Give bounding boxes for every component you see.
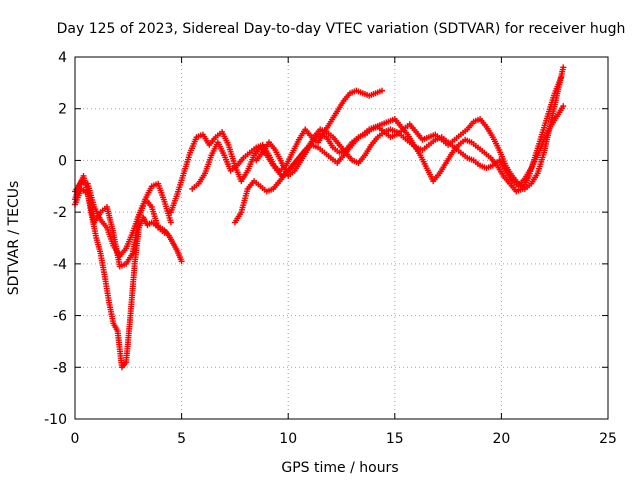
- y-tick-label: -4: [53, 257, 67, 273]
- data-point: [379, 87, 386, 94]
- x-tick-label: 15: [386, 431, 404, 447]
- y-tick-label: -2: [53, 205, 67, 221]
- x-tick-label: 0: [71, 431, 80, 447]
- data-point: [560, 103, 567, 110]
- data-point: [167, 219, 174, 226]
- y-axis-label: SDTVAR / TECUs: [6, 181, 22, 296]
- grid: [74, 56, 609, 420]
- y-tick-label: -8: [53, 360, 67, 376]
- x-tick-label: 25: [599, 431, 617, 447]
- data-point: [560, 64, 567, 71]
- y-tick-label: 0: [58, 153, 67, 169]
- data-points: [72, 64, 567, 371]
- plot-frame: [74, 56, 609, 420]
- x-tick-label: 20: [492, 431, 510, 447]
- x-tick-label: 5: [177, 431, 186, 447]
- x-axis-label: GPS time / hours: [281, 460, 398, 476]
- chart-title: Day 125 of 2023, Sidereal Day-to-day VTE…: [57, 21, 626, 37]
- x-tick-label: 10: [279, 431, 297, 447]
- data-point: [161, 229, 168, 236]
- y-tick-label: 2: [58, 102, 67, 118]
- y-tick-label: 4: [58, 50, 67, 66]
- data-point: [178, 258, 185, 265]
- data-point: [558, 74, 565, 81]
- y-tick-label: -10: [44, 412, 67, 428]
- y-tick-label: -6: [53, 309, 67, 325]
